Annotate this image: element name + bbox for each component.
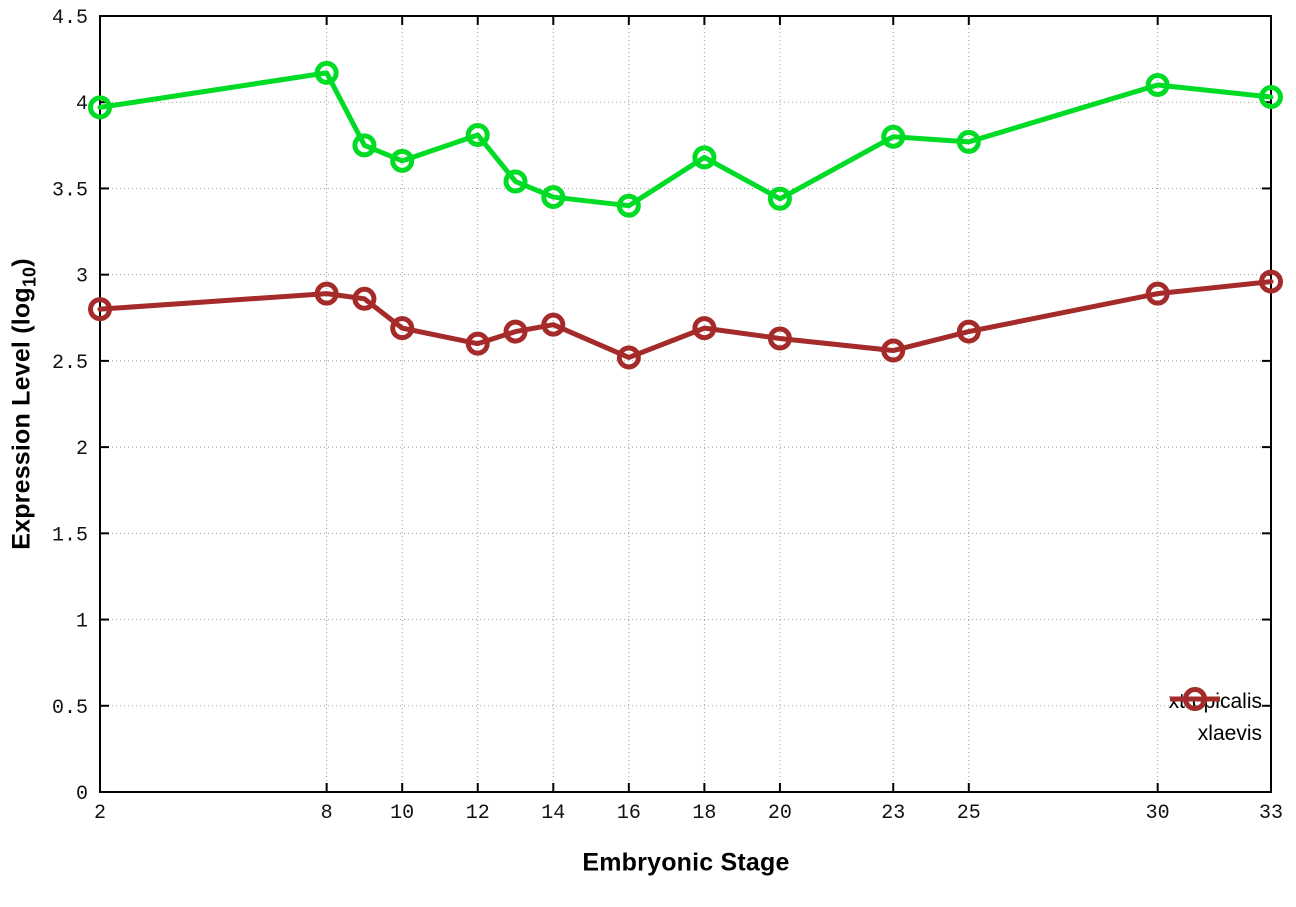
series-xlaevis-point xyxy=(465,331,490,356)
series-xlaevis-point xyxy=(956,319,981,344)
series-xlaevis-point xyxy=(1145,281,1170,306)
series-xtropicalis-point xyxy=(352,133,377,158)
series-xlaevis-point xyxy=(767,326,792,351)
series-xlaevis-point xyxy=(503,319,528,344)
legend-item-xlaevis: xlaevis xyxy=(1169,687,1262,749)
y-tick-label: 1.5 xyxy=(52,524,88,547)
y-tick-label: 3 xyxy=(76,266,88,289)
y-tick-label: 4.5 xyxy=(52,7,88,30)
y-axis-title-subscript: 10 xyxy=(19,266,40,288)
y-tick-label: 1 xyxy=(76,611,88,634)
x-tick-label: 25 xyxy=(957,802,981,825)
series-xtropicalis-point xyxy=(390,148,415,173)
plot-border xyxy=(99,15,1272,793)
x-tick-label: 8 xyxy=(321,802,333,825)
series-xtropicalis-point xyxy=(692,145,717,170)
series-xtropicalis-point xyxy=(881,124,906,149)
x-tick-label: 18 xyxy=(692,802,716,825)
x-axis-title: Embryonic Stage xyxy=(582,848,790,877)
y-tick-label: 4 xyxy=(76,93,88,116)
series-xtropicalis-point xyxy=(88,95,112,120)
x-tick-label: 14 xyxy=(541,802,565,825)
series-xlaevis-point xyxy=(616,345,641,370)
x-tick-label: 23 xyxy=(881,802,905,825)
y-axis-title-text: Expression Level (log xyxy=(7,287,36,550)
y-tick-label: 2 xyxy=(76,438,88,461)
series-xlaevis-point xyxy=(881,338,906,363)
series-xtropicalis-point xyxy=(1259,85,1283,110)
y-tick-label: 0 xyxy=(76,783,88,806)
series-xtropicalis-point xyxy=(503,169,528,194)
series-xlaevis-point xyxy=(692,316,717,341)
series-xtropicalis-line xyxy=(97,70,1274,209)
series-xlaevis-point xyxy=(352,286,377,311)
legend-marker-xlaevis-icon xyxy=(1169,687,1220,711)
series-xlaevis-line xyxy=(97,279,1274,360)
legend: xtropicalis xlaevis xyxy=(1169,685,1262,749)
series-xlaevis-point xyxy=(541,312,566,337)
series-xtropicalis-point xyxy=(541,185,566,210)
y-tick-label: 0.5 xyxy=(52,697,88,720)
x-tick-label: 33 xyxy=(1259,802,1283,825)
series-xlaevis-point xyxy=(390,316,415,341)
series-xtropicalis-point xyxy=(767,186,792,211)
series-xtropicalis-point xyxy=(314,60,339,85)
series-xtropicalis-point xyxy=(956,129,981,154)
x-tick-label: 2 xyxy=(94,802,106,825)
series-xtropicalis-point xyxy=(465,122,490,147)
y-axis-title: Expression Level (log10) xyxy=(8,258,41,550)
y-tick-label: 2.5 xyxy=(52,352,88,375)
series-xlaevis-point xyxy=(88,297,112,322)
x-tick-label: 16 xyxy=(617,802,641,825)
series-xlaevis-point xyxy=(314,281,339,306)
y-axis-title-close: ) xyxy=(7,258,36,267)
y-tick-label: 3.5 xyxy=(52,179,88,202)
series-xtropicalis-point xyxy=(616,193,641,218)
series-xtropicalis-point xyxy=(1145,72,1170,97)
x-tick-label: 12 xyxy=(466,802,490,825)
x-tick-label: 20 xyxy=(768,802,792,825)
x-tick-label: 10 xyxy=(390,802,414,825)
x-tick-label: 30 xyxy=(1146,802,1170,825)
legend-label-xlaevis: xlaevis xyxy=(1197,721,1262,745)
series-xlaevis-point xyxy=(1259,269,1283,294)
